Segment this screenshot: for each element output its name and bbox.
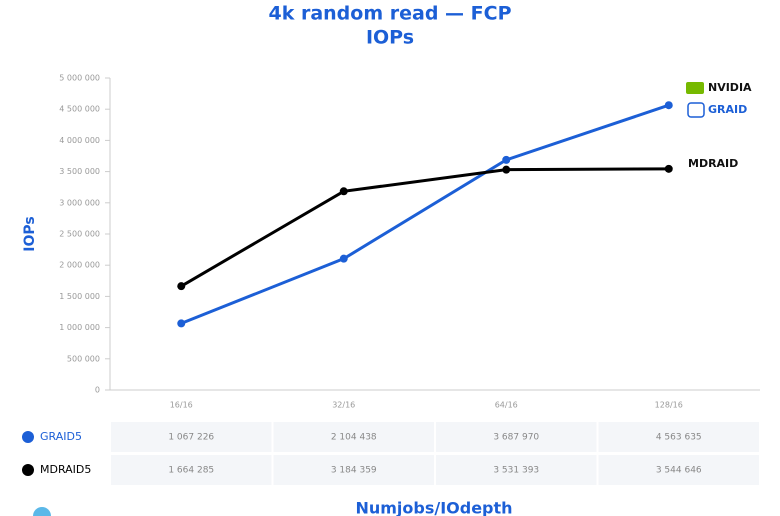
chart-subtitle: IOPs (366, 27, 414, 49)
nvidia-logo (686, 82, 704, 94)
table-value: 1 664 285 (168, 466, 214, 476)
legend-label: MDRAID5 (40, 463, 91, 476)
x-tick-label: 128/16 (655, 401, 683, 410)
table-value: 3 687 970 (493, 433, 539, 443)
data-point (664, 164, 673, 173)
table-value: 3 544 646 (656, 466, 702, 476)
data-point (177, 282, 186, 291)
graid-logo (687, 102, 705, 118)
y-tick-label: 2 500 000 (59, 230, 100, 239)
data-point (339, 187, 348, 196)
series-line (180, 103, 670, 325)
annotation: NVIDIA (708, 81, 752, 94)
y-tick-label: 1 000 000 (59, 323, 100, 332)
series-line (180, 167, 669, 288)
legend-marker (22, 464, 34, 476)
x-tick-label: 64/16 (495, 401, 518, 410)
table-value: 3 531 393 (493, 466, 539, 476)
y-tick-label: 3 000 000 (59, 198, 100, 207)
y-tick-label: 4 000 000 (59, 136, 100, 145)
annotation: MDRAID (688, 157, 738, 170)
y-tick-label: 5 000 000 (59, 74, 100, 83)
table-cell (598, 422, 759, 452)
x-axis-title: Numjobs/IOdepth (355, 499, 512, 516)
chart-title: 4k random read — FCP (268, 3, 511, 25)
legend-marker (22, 431, 34, 443)
y-tick-label: 4 500 000 (59, 105, 100, 114)
data-point (502, 155, 511, 164)
x-tick-label: 16/16 (170, 401, 193, 410)
y-tick-label: 0 (95, 386, 100, 395)
y-tick-label: 3 500 000 (59, 167, 100, 176)
y-tick-label: 500 000 (67, 354, 100, 363)
y-tick-label: 1 500 000 (59, 292, 100, 301)
y-tick-label: 2 000 000 (59, 261, 100, 270)
table-cell (273, 422, 434, 452)
data-point (339, 254, 348, 263)
table-cell (598, 455, 759, 485)
data-point (664, 101, 673, 110)
table-cell (111, 422, 272, 452)
table-cell (111, 455, 272, 485)
y-axis-title: IOPs (22, 216, 38, 251)
table-cell (436, 455, 597, 485)
annotation: GRAID (708, 103, 747, 116)
data-point (177, 319, 186, 328)
table-value: 4 563 635 (656, 433, 702, 443)
table-cell (273, 455, 434, 485)
table-value: 3 184 359 (331, 466, 377, 476)
table-cell (436, 422, 597, 452)
legend-label: GRAID5 (40, 430, 82, 443)
decor-icon (33, 507, 51, 516)
table-value: 1 067 226 (168, 433, 214, 443)
data-point (502, 165, 511, 174)
table-value: 2 104 438 (331, 433, 377, 443)
x-tick-label: 32/16 (332, 401, 355, 410)
